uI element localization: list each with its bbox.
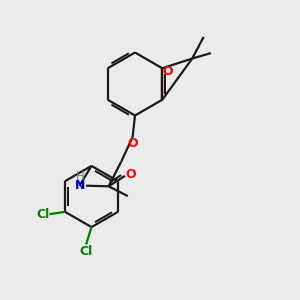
Text: O: O [127, 137, 138, 150]
Text: H: H [76, 170, 85, 183]
Text: Cl: Cl [80, 244, 93, 258]
Text: O: O [125, 168, 136, 181]
Text: O: O [162, 65, 173, 78]
Text: Cl: Cl [36, 208, 50, 221]
Text: N: N [75, 179, 85, 192]
